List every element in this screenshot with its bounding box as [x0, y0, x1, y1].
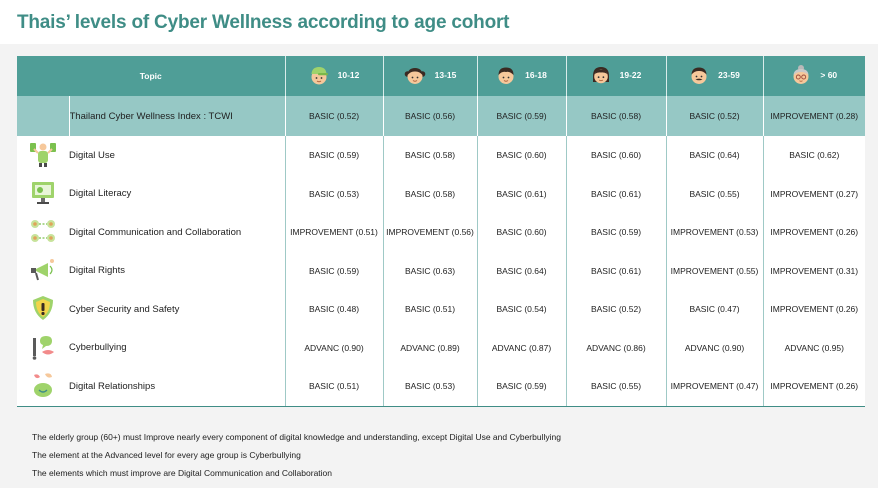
- man-mustache-icon: [691, 67, 707, 84]
- row-value: BASIC (0.60): [565, 136, 667, 175]
- row-value: BASIC (0.62): [762, 136, 866, 175]
- age-label-23-59: 23-59: [718, 70, 740, 80]
- row-value: BASIC (0.60): [476, 213, 567, 252]
- row-value: BASIC (0.53): [284, 174, 384, 213]
- row-value: BASIC (0.54): [476, 290, 567, 329]
- row-topic: Digital Relationships: [69, 367, 286, 407]
- table-row: Digital Literacy BASIC (0.53) BASIC (0.5…: [17, 174, 866, 213]
- age-header-23-59: 23-59: [665, 56, 764, 96]
- age-header-19-22: 19-22: [565, 56, 667, 96]
- row-value: BASIC (0.61): [565, 174, 667, 213]
- row-value: BASIC (0.63): [382, 251, 478, 290]
- row-value: ADVANC (0.90): [665, 328, 764, 367]
- notes: The elderly group (60+) must Improve nea…: [32, 432, 561, 486]
- index-value: BASIC (0.59): [476, 96, 567, 136]
- boy-cap-icon: [311, 67, 328, 85]
- row-value: BASIC (0.51): [382, 290, 478, 329]
- row-value: ADVANC (0.87): [476, 328, 567, 367]
- note-line: The element at the Advanced level for ev…: [32, 450, 301, 460]
- relationships-icon: [34, 373, 52, 398]
- row-value: IMPROVEMENT (0.26): [762, 290, 866, 329]
- table-row: Cyberbullying ADVANC (0.90) ADVANC (0.89…: [17, 328, 866, 367]
- row-value: IMPROVEMENT (0.26): [762, 367, 866, 407]
- cyber-wellness-table: Topic 10-12: [17, 56, 866, 407]
- row-value: IMPROVEMENT (0.26): [762, 213, 866, 252]
- row-value: BASIC (0.52): [565, 290, 667, 329]
- row-value: BASIC (0.55): [665, 174, 764, 213]
- row-value: IMPROVEMENT (0.27): [762, 174, 866, 213]
- row-value: BASIC (0.55): [565, 367, 667, 407]
- row-value: BASIC (0.64): [665, 136, 764, 175]
- elderly-woman-glasses-icon: [793, 65, 809, 84]
- row-value: BASIC (0.53): [382, 367, 478, 407]
- row-value: BASIC (0.59): [284, 251, 384, 290]
- age-header-16-18: 16-18: [476, 56, 567, 96]
- row-topic: Digital Rights: [69, 251, 286, 290]
- row-value: IMPROVEMENT (0.55): [665, 251, 764, 290]
- row-value: ADVANC (0.95): [762, 328, 866, 367]
- row-topic: Digital Communication and Collaboration: [69, 213, 286, 252]
- megaphone-icon: [31, 258, 54, 281]
- row-value: BASIC (0.61): [565, 251, 667, 290]
- index-value: BASIC (0.52): [665, 96, 764, 136]
- age-label-16-18: 16-18: [525, 70, 547, 80]
- index-value: BASIC (0.56): [382, 96, 478, 136]
- index-icon-cell: [17, 96, 69, 136]
- row-value: BASIC (0.58): [382, 136, 478, 175]
- row-value: ADVANC (0.86): [565, 328, 667, 367]
- row-value: BASIC (0.59): [565, 213, 667, 252]
- row-value: IMPROVEMENT (0.51): [284, 213, 384, 252]
- row-value: BASIC (0.59): [476, 367, 567, 407]
- row-value: IMPROVEMENT (0.56): [382, 213, 478, 252]
- table-row: Digital Communication and Collaboration …: [17, 213, 866, 252]
- row-value: BASIC (0.60): [476, 136, 567, 175]
- row-value: BASIC (0.59): [284, 136, 384, 175]
- row-topic: Digital Use: [69, 136, 286, 175]
- row-value: BASIC (0.51): [284, 367, 384, 407]
- digital-literacy-icon: [32, 181, 54, 204]
- age-label-60-plus: > 60: [820, 70, 838, 80]
- note-line: The elements which must improve are Digi…: [32, 468, 332, 478]
- row-value: BASIC (0.48): [284, 290, 384, 329]
- row-value: IMPROVEMENT (0.53): [665, 213, 764, 252]
- tcwi-index-row: Thailand Cyber Wellness Index : TCWI BAS…: [17, 96, 866, 136]
- age-label-13-15: 13-15: [434, 70, 457, 80]
- table-row: Digital Use BASIC (0.59) BASIC (0.58) BA…: [17, 136, 866, 175]
- digital-use-icon: [30, 143, 56, 168]
- age-label-19-22: 19-22: [619, 70, 642, 80]
- row-value: IMPROVEMENT (0.47): [665, 367, 764, 407]
- age-header-10-12: 10-12: [284, 56, 384, 96]
- row-value: ADVANC (0.90): [284, 328, 384, 367]
- topic-header: Topic: [17, 56, 286, 96]
- teen-boy-icon: [498, 67, 514, 84]
- table-row: Cyber Security and Safety BASIC (0.48) B…: [17, 290, 866, 329]
- index-value: BASIC (0.58): [565, 96, 667, 136]
- row-topic: Cyberbullying: [69, 328, 286, 367]
- page-title: Thais’ levels of Cyber Wellness accordin…: [17, 12, 510, 33]
- row-value: BASIC (0.64): [476, 251, 567, 290]
- index-topic: Thailand Cyber Wellness Index : TCWI: [68, 96, 286, 136]
- table-row: Digital Relationships BASIC (0.51) BASIC…: [17, 367, 866, 407]
- girl-pigtails-icon: [404, 68, 425, 84]
- index-value: IMPROVEMENT (0.28): [762, 96, 866, 136]
- note-line: The elderly group (60+) must Improve nea…: [32, 432, 561, 442]
- table-header-row: Topic 10-12: [17, 56, 866, 96]
- young-woman-icon: [592, 67, 609, 84]
- cyberbullying-icon: [32, 335, 54, 360]
- age-header-13-15: 13-15: [382, 56, 478, 96]
- row-topic: Digital Literacy: [69, 174, 286, 213]
- row-value: BASIC (0.47): [665, 290, 764, 329]
- row-value: BASIC (0.58): [382, 174, 478, 213]
- table-row: Digital Rights BASIC (0.59) BASIC (0.63)…: [17, 251, 866, 290]
- age-header-60-plus: > 60: [762, 56, 866, 96]
- security-shield-icon: [33, 296, 53, 321]
- row-value: BASIC (0.61): [476, 174, 567, 213]
- row-topic: Cyber Security and Safety: [69, 290, 286, 329]
- collaboration-icon: [31, 220, 55, 243]
- row-value: IMPROVEMENT (0.31): [762, 251, 866, 290]
- row-value: ADVANC (0.89): [382, 328, 478, 367]
- age-label-10-12: 10-12: [337, 70, 360, 80]
- index-value: BASIC (0.52): [284, 96, 384, 136]
